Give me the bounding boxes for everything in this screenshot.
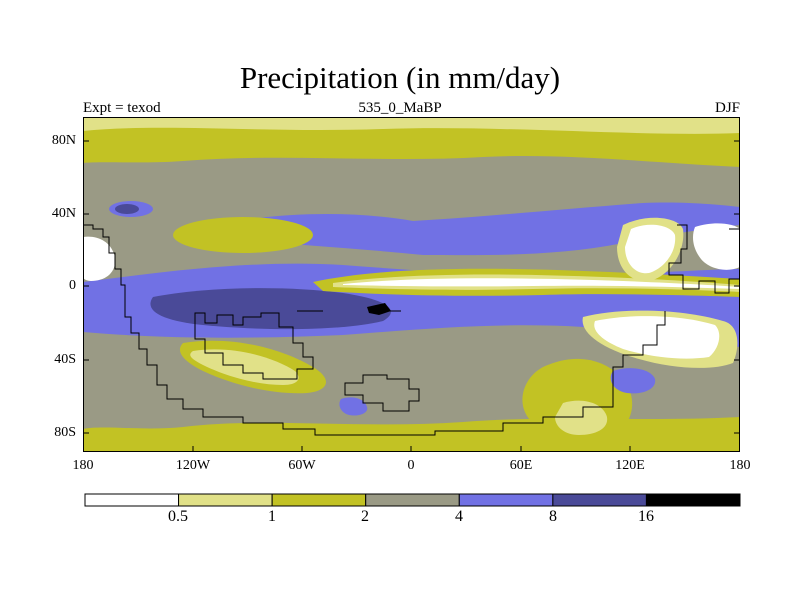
west-continent-outline (83, 224, 666, 436)
lat-tick-label: 80S (54, 425, 76, 440)
colorbar-swatch (552, 493, 647, 507)
colorbar-swatch (365, 493, 460, 507)
southern-island-outline (344, 374, 420, 412)
lon-tick-label: 180 (729, 458, 751, 473)
colorbar-level-label: 0.5 (168, 508, 188, 525)
colorbar-swatch (178, 493, 273, 507)
lon-tick-label: 120W (175, 458, 211, 473)
north-dry-patch (173, 217, 313, 253)
south-central-very-dry (555, 400, 608, 435)
colorbar-swatch (645, 493, 741, 507)
southern-wet-patch (339, 397, 368, 416)
southeast-wet-patch (610, 368, 656, 394)
north-storm-track (193, 202, 740, 256)
lon-tick-label: 60W (288, 458, 316, 473)
lat-tick-label: 0 (69, 278, 76, 293)
equatorial-driest (343, 278, 740, 289)
lon-tick-label: 180 (72, 458, 94, 473)
lat-tick-label: 40N (51, 206, 76, 221)
period-label: 535_0_MaBP (358, 100, 442, 116)
plot-title: Precipitation (in mm/day) (239, 60, 561, 95)
extreme-precip-spot (367, 303, 391, 315)
colorbar-swatch (458, 493, 554, 507)
colorbar-swatch (271, 493, 367, 507)
colorbar (84, 493, 741, 507)
precipitation-map (83, 117, 740, 452)
southwest-very-dry (190, 349, 299, 385)
season-label: DJF (714, 100, 740, 116)
colorbar-level-label: 8 (549, 508, 557, 525)
tropical-very-wet-core (150, 288, 391, 330)
lon-tick-label: 0 (407, 458, 415, 473)
coastline-overlay (83, 224, 740, 436)
east-continent-outline (668, 224, 740, 294)
colorbar-level-label: 16 (638, 508, 654, 525)
colorbar-level-label: 4 (455, 508, 463, 525)
colorbar-swatch (84, 493, 180, 507)
lon-tick-label: 60E (509, 458, 533, 473)
experiment-label: Expt = texod (83, 100, 161, 116)
west-continent-dry-patch (83, 236, 116, 281)
east-continent-very-dry (625, 224, 676, 274)
north-atlantic-core (115, 204, 139, 214)
far-east-dry-patch (693, 223, 740, 270)
central-continent-outline (194, 312, 314, 380)
lon-tick-label: 120E (615, 458, 645, 473)
north-polar-very-dry (83, 117, 740, 134)
lat-tick-label: 80N (51, 133, 76, 148)
lat-tick-label: 40S (54, 352, 76, 367)
colorbar-level-label: 2 (361, 508, 369, 525)
colorbar-level-label: 1 (268, 508, 276, 525)
